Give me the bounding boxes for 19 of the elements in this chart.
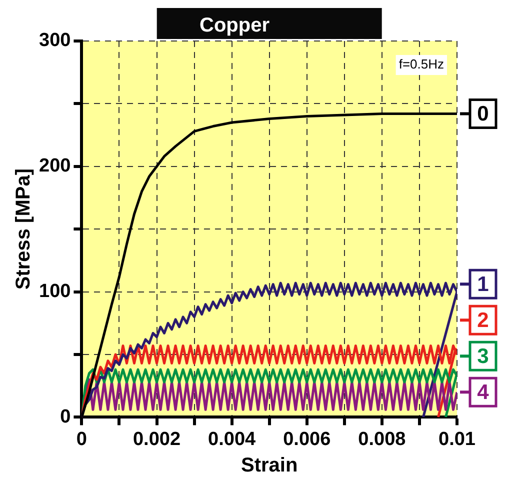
x-axis-title: Strain [241, 454, 298, 477]
x-tick-label: 0.006 [283, 428, 331, 450]
y-axis-title: Stress [MPa] [12, 168, 35, 290]
chart-title: Copper [200, 14, 270, 37]
x-tick-label: 0.002 [132, 428, 181, 450]
legend-label: 1 [477, 272, 490, 296]
x-tick-label: 0.008 [358, 428, 406, 450]
legend-label: 2 [477, 308, 489, 332]
legend-label: 3 [477, 344, 489, 368]
x-tick-label: 0.004 [208, 428, 256, 450]
y-tick-label: 300 [39, 30, 71, 52]
annotation: f=0.5Hz [398, 56, 444, 72]
y-tick-label: 0 [60, 406, 71, 428]
y-tick-label: 200 [39, 156, 71, 177]
legend-label: 0 [477, 102, 489, 126]
legend-label: 4 [477, 380, 490, 404]
x-tick-label: 0 [76, 428, 87, 450]
y-tick-label: 100 [39, 281, 71, 302]
x-tick-label: 0.01 [438, 428, 476, 450]
